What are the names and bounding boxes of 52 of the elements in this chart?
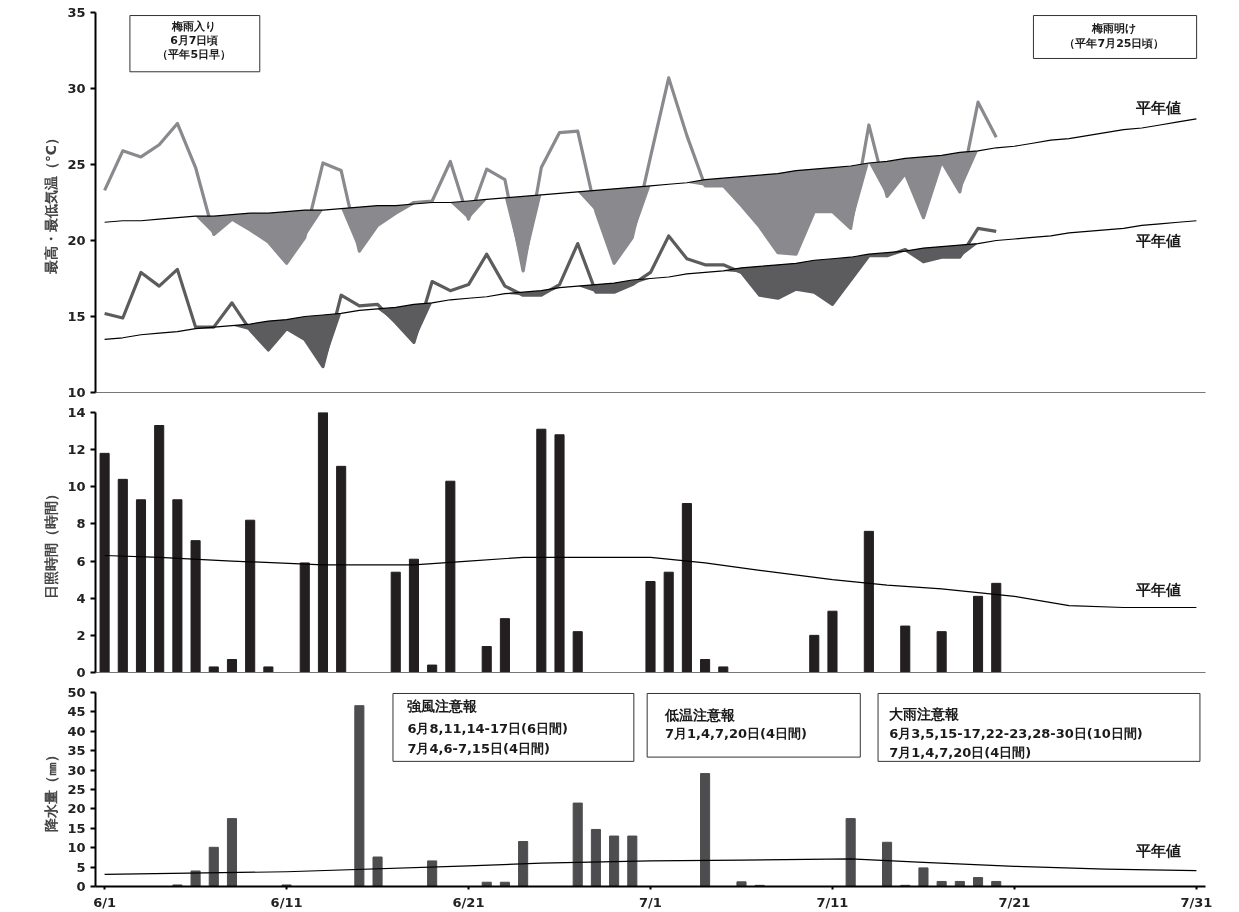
- y-tick-label: 40: [67, 723, 86, 739]
- y-tick-label: 35: [67, 743, 86, 759]
- x-tick-label: 7/1: [639, 894, 662, 910]
- annotation: （平年7月25日頃）: [1064, 37, 1165, 51]
- y-axis-title: 日照時間（時間）: [43, 486, 60, 599]
- y-tick-label: 45: [67, 704, 86, 720]
- annotation: 平年値: [1135, 232, 1182, 251]
- y-tick-label: 10: [67, 385, 86, 400]
- annotation: 7月1,4,7,20日(4日間): [889, 745, 1032, 761]
- annotation: 平年値: [1135, 581, 1182, 600]
- annotation: 6月8,11,14-17日(6日間): [407, 721, 568, 737]
- annotation: 低温注意報: [663, 707, 736, 724]
- y-tick-label: 5: [76, 859, 86, 875]
- annotation: 平年値: [1135, 841, 1182, 860]
- y-tick-label: 12: [67, 442, 86, 458]
- annotation: 6月7日頃: [170, 33, 219, 47]
- y-tick-label: 10: [67, 840, 86, 856]
- x-tick-label: 6/21: [452, 894, 485, 910]
- annotation: 大雨注意報: [889, 706, 961, 723]
- y-tick-label: 25: [67, 782, 86, 797]
- y-tick-label: 15: [67, 820, 86, 836]
- x-tick-label: 6/11: [270, 894, 303, 910]
- y-tick-label: 25: [67, 157, 86, 172]
- annotation: 7月4,6-7,15日(4日間): [407, 741, 550, 757]
- y-tick-label: 10: [67, 479, 86, 495]
- annotation: （平年5日早）: [157, 48, 232, 62]
- annotation: 平年値: [1135, 99, 1182, 118]
- annotation: 7月1,4,7,20日(4日間): [664, 726, 807, 742]
- y-tick-label: 20: [67, 801, 86, 817]
- x-tick-label: 7/31: [1180, 894, 1213, 910]
- y-tick-label: 8: [76, 516, 86, 532]
- y-tick-label: 14: [67, 405, 86, 420]
- y-tick-label: 0: [76, 879, 86, 894]
- y-tick-label: 50: [67, 685, 86, 700]
- annotation: 梅雨明け: [1091, 21, 1137, 35]
- y-tick-label: 0: [76, 665, 86, 680]
- annotation: 強風注意報: [407, 697, 479, 714]
- x-tick-label: 6/1: [93, 894, 117, 910]
- y-tick-label: 30: [67, 762, 86, 778]
- y-axis-title: 降水量（㎜）: [43, 747, 60, 832]
- x-tick-label: 7/21: [998, 894, 1031, 910]
- y-tick-label: 4: [76, 590, 86, 606]
- y-tick-label: 35: [67, 5, 86, 20]
- y-axis-title: 最高・最低気温（℃）: [43, 131, 60, 275]
- y-tick-label: 6: [76, 553, 86, 569]
- annotation: 梅雨入り: [171, 19, 217, 33]
- x-tick-label: 7/11: [816, 894, 849, 910]
- y-tick-label: 30: [67, 81, 86, 96]
- y-tick-label: 2: [76, 627, 86, 643]
- y-tick-label: 15: [67, 309, 86, 324]
- annotation: 6月3,5,15-17,22-23,28-30日(10日間): [889, 726, 1143, 742]
- y-tick-label: 20: [67, 233, 86, 248]
